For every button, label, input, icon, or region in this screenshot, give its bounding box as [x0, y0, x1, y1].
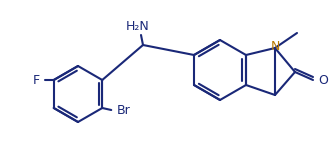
Text: H₂N: H₂N	[126, 21, 150, 33]
Text: Br: Br	[117, 103, 131, 117]
Text: N: N	[270, 39, 280, 52]
Text: O: O	[318, 74, 328, 87]
Text: F: F	[33, 74, 40, 87]
